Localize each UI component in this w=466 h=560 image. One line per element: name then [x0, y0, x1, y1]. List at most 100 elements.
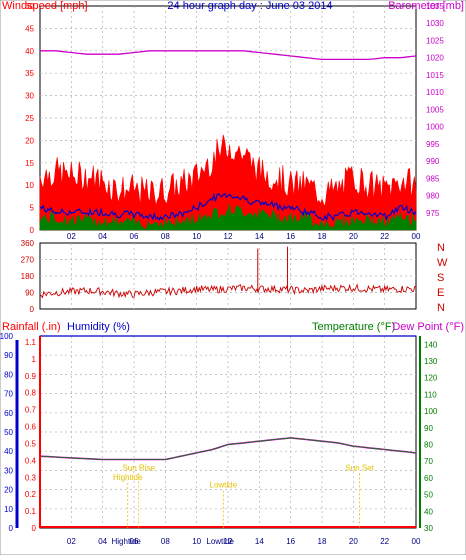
event-annotation: Sun Set	[345, 463, 374, 472]
barometer-tick-label: 1000	[426, 123, 444, 132]
event-annotation: Sun Rise	[122, 463, 155, 472]
graph-title: 24 hour graph day : June 03 2014	[167, 0, 332, 12]
rainfall-tick-label: 0.2	[25, 490, 37, 499]
wind-gust-series	[39, 134, 417, 231]
humidity-tick-label: 40	[4, 447, 13, 456]
rainfall-axis-title: Rainfall (.in)	[2, 321, 61, 333]
weather-x-tick-label: 16	[286, 537, 295, 546]
temperature-tick-label: 60	[424, 474, 433, 483]
humidity-tick-label: 10	[4, 505, 13, 514]
tide-bottom-label: Hightide	[111, 537, 141, 546]
windspeed-tick-label: 15	[25, 159, 34, 168]
windspeed-tick-label: 30	[25, 92, 34, 101]
temperature-tick-label: 80	[424, 441, 433, 450]
humidity-axis-title: Humidity (%)	[67, 321, 130, 333]
temperature-axis-title: Temperature (°F)	[312, 321, 395, 333]
direction-tick-label: 270	[21, 256, 35, 265]
temperature-tick-label: 140	[424, 340, 438, 349]
humidity-tick-label: 0	[9, 524, 14, 533]
weather-x-tick-label: 06	[130, 537, 139, 546]
barometer-tick-label: 1010	[426, 88, 444, 97]
barometer-tick-label: 1030	[426, 19, 444, 28]
wind-x-tick-label: 10	[192, 232, 201, 241]
event-annotation: Lowtide	[210, 481, 238, 490]
barometer-tick-label: 985	[426, 174, 440, 183]
wind-x-tick-label: 22	[380, 232, 389, 241]
humidity-tick-label: 30	[4, 466, 13, 475]
temperature-tick-label: 90	[424, 424, 433, 433]
rainfall-tick-label: 0.5	[25, 439, 37, 448]
weather-x-tick-label: 18	[318, 537, 327, 546]
wind-direction-series	[39, 283, 417, 299]
compass-label: N	[437, 242, 445, 254]
barometer-tick-label: 975	[426, 209, 440, 218]
wind-x-tick-label: 00	[412, 232, 421, 241]
weather-x-tick-label: 12	[224, 537, 233, 546]
wind-x-tick-label: 06	[130, 232, 139, 241]
rainfall-tick-label: 1	[32, 355, 37, 364]
weather-x-tick-label: 02	[67, 537, 76, 546]
temperature-tick-label: 40	[424, 507, 433, 516]
barometer-tick-label: 995	[426, 140, 440, 149]
wind-x-tick-label: 18	[318, 232, 327, 241]
rainfall-tick-label: 0.6	[25, 423, 37, 432]
barometer-tick-label: 1005	[426, 105, 444, 114]
compass-label: S	[437, 272, 444, 284]
windspeed-axis-title: Windspeed [mph]	[2, 0, 88, 12]
wind-x-tick-label: 04	[98, 232, 107, 241]
rainfall-tick-label: 0.9	[25, 372, 37, 381]
humidity-tick-label: 50	[4, 428, 13, 437]
rainfall-tick-label: 0.7	[25, 406, 37, 415]
weather-x-tick-label: 10	[192, 537, 201, 546]
direction-tick-label: 90	[25, 289, 34, 298]
weather-x-tick-label: 04	[98, 537, 107, 546]
direction-tick-label: 0	[30, 305, 35, 314]
weather-x-tick-label: 22	[380, 537, 389, 546]
temperature-tick-label: 110	[424, 390, 437, 399]
temperature-tick-label: 70	[424, 457, 433, 466]
rainfall-tick-label: 1.1	[25, 338, 37, 347]
barometer-tick-label: 1035	[426, 2, 444, 11]
weather-x-tick-label: 08	[161, 537, 170, 546]
windspeed-tick-label: 5	[30, 204, 35, 213]
temperature-tick-label: 130	[424, 357, 438, 366]
windspeed-tick-label: 40	[25, 47, 34, 56]
windspeed-tick-label: 25	[25, 114, 34, 123]
windspeed-tick-label: 35	[25, 69, 34, 78]
rainfall-tick-label: 0.8	[25, 389, 37, 398]
wind-average-series	[39, 192, 417, 222]
direction-tick-label: 360	[21, 239, 35, 248]
barometer-series	[40, 50, 417, 61]
wind-x-tick-label: 08	[161, 232, 170, 241]
humidity-tick-label: 80	[4, 370, 13, 379]
temperature-series	[39, 437, 417, 460]
compass-label: E	[437, 287, 444, 299]
tide-bottom-label: Lowtide	[206, 537, 234, 546]
humidity-tick-label: 60	[4, 409, 13, 418]
wind-x-tick-label: 14	[255, 232, 264, 241]
humidity-tick-label: 70	[4, 390, 13, 399]
windspeed-tick-label: 45	[25, 24, 34, 33]
windspeed-tick-label: 10	[25, 181, 34, 190]
dewpoint-axis-title: Dew Point (°F)	[392, 321, 464, 333]
direction-tick-label: 180	[21, 272, 35, 281]
weather-x-tick-label: 00	[412, 537, 421, 546]
wind-x-tick-label: 20	[349, 232, 358, 241]
humidity-tick-label: 90	[4, 351, 13, 360]
barometer-tick-label: 1020	[426, 54, 444, 63]
rainfall-tick-label: 0.3	[25, 473, 37, 482]
humidity-tick-label: 100	[0, 332, 14, 341]
temperature-tick-label: 50	[424, 491, 433, 500]
humidity-tick-label: 20	[4, 486, 13, 495]
temperature-tick-label: 30	[424, 524, 433, 533]
compass-label: N	[437, 302, 445, 314]
wind-x-tick-label: 12	[224, 232, 233, 241]
rainfall-tick-label: 0.1	[25, 507, 37, 516]
wind-x-tick-label: 16	[286, 232, 295, 241]
event-annotation: Hightide	[113, 473, 143, 482]
barometer-tick-label: 990	[426, 157, 440, 166]
windspeed-tick-label: 0	[30, 226, 35, 235]
